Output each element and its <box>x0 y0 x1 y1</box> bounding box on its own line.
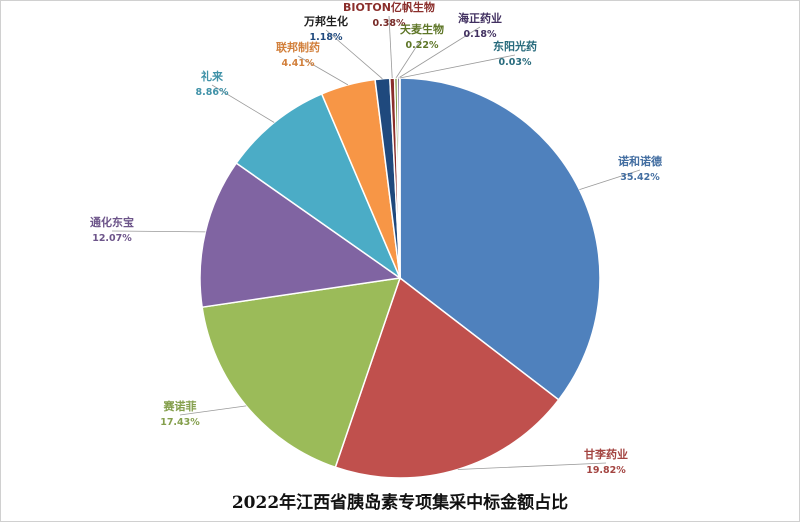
slice-percent-8: 0.38% <box>373 18 406 29</box>
pie-slice-4 <box>199 162 402 309</box>
slice-percent-3: 17.43% <box>160 417 200 428</box>
leader-line-1 <box>579 169 641 190</box>
slice-label-11: 东阳光药 <box>493 39 537 53</box>
slice-label-4: 通化东宝 <box>90 215 134 229</box>
leader-line-9 <box>395 37 423 79</box>
pie-slice-3 <box>201 277 402 469</box>
slice-percent-10: 0.18% <box>464 29 497 40</box>
slice-percent-2: 19.82% <box>586 465 626 476</box>
leader-line-11 <box>399 54 516 79</box>
slice-label-9: 天麦生物 <box>400 22 444 36</box>
slice-label-5: 礼来 <box>201 69 224 83</box>
slice-label-6: 联邦制药 <box>276 40 320 54</box>
slice-label-10: 海正药业 <box>458 11 502 25</box>
leader-line-7 <box>325 29 383 80</box>
chart-title: 2022年江西省胰岛素专项集采中标金额占比 <box>231 493 569 513</box>
slice-percent-4: 12.07% <box>92 233 132 244</box>
slice-percent-1: 35.42% <box>620 172 660 183</box>
slice-percent-6: 4.41% <box>282 58 315 69</box>
slice-percent-5: 8.86% <box>196 87 229 98</box>
slice-label-3: 赛诺菲 <box>163 399 197 413</box>
leader-line-10 <box>398 26 481 79</box>
leader-line-4 <box>111 230 206 233</box>
slice-label-8: BIOTON亿帆生物 <box>343 0 435 14</box>
slice-label-2: 甘李药业 <box>584 447 628 461</box>
slice-percent-7: 1.18% <box>310 32 343 43</box>
leader-line-8 <box>388 15 393 79</box>
slice-percent-11: 0.03% <box>499 57 532 68</box>
leader-line-6 <box>297 55 349 86</box>
leader-line-3 <box>179 405 247 416</box>
slice-percent-9: 0.22% <box>406 40 439 51</box>
slice-label-1: 诺和诺德 <box>618 154 662 168</box>
leader-line-2 <box>457 462 607 470</box>
leader-line-5 <box>211 84 275 123</box>
slice-label-7: 万邦生化 <box>303 14 348 28</box>
